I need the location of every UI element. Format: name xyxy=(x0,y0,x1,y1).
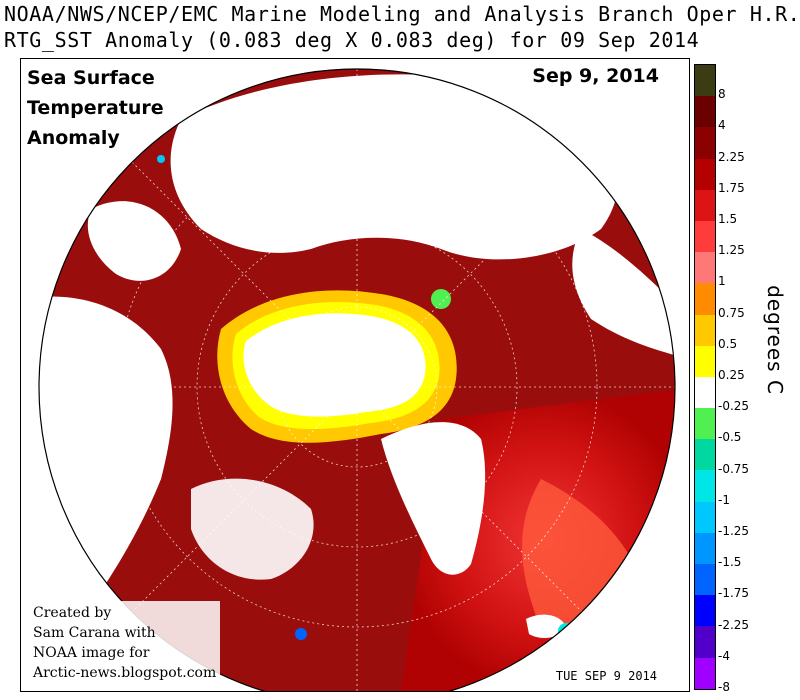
legend-tick-label: -0.5 xyxy=(718,430,742,445)
legend-swatch xyxy=(695,158,715,190)
legend-swatch xyxy=(695,127,715,159)
map-title-line: Temperature xyxy=(27,97,164,119)
map-disc-outline xyxy=(38,68,676,691)
legend-tick-label: -1.25 xyxy=(718,524,750,538)
legend-tick-label: 0.25 xyxy=(718,368,745,382)
image-credit: Created by Sam Carana with NOAA image fo… xyxy=(29,601,221,685)
legend-tick-label: 1.75 xyxy=(718,180,745,195)
header-title: NOAA/NWS/NCEP/EMC Marine Modeling and An… xyxy=(4,2,800,26)
legend-tick-label: 2.25 xyxy=(718,149,745,164)
legend-swatch xyxy=(695,657,715,689)
legend-swatch xyxy=(695,470,715,502)
iceland-landmass xyxy=(526,614,566,639)
legend-swatch xyxy=(695,408,715,440)
canadian-archipelago xyxy=(191,478,314,580)
cold-anomaly-patch xyxy=(295,628,307,640)
legend-swatch xyxy=(695,376,715,409)
legend-swatch xyxy=(695,314,715,346)
legend-swatch xyxy=(695,252,715,284)
map-title-line: Sea Surface xyxy=(27,67,155,89)
legend-swatch xyxy=(695,439,715,471)
legend-tick-label: -2.25 xyxy=(718,617,750,632)
legend-swatch xyxy=(695,220,715,253)
legend-tick-label: -0.75 xyxy=(718,461,750,476)
alaska-peninsula xyxy=(87,201,181,281)
legend-tick-label: -1 xyxy=(718,492,730,507)
scandinavia-landmass xyxy=(572,229,675,359)
header-subtitle: RTG_SST Anomaly (0.083 deg X 0.083 deg) … xyxy=(4,28,700,52)
legend-swatch xyxy=(695,283,715,315)
credit-line: Sam Carana with xyxy=(33,625,156,641)
date-stamp: TUE SEP 9 2014 xyxy=(553,669,659,683)
legend-unit-label: degrees C xyxy=(755,275,795,405)
credit-line: Arctic-news.blogspot.com xyxy=(33,665,217,681)
cold-anomaly-patch xyxy=(431,289,451,309)
legend-tick-label: -4 xyxy=(718,648,730,663)
map-title: Sea Surface Temperature Anomaly xyxy=(27,63,164,153)
legend-tick-label: 1 xyxy=(718,274,726,289)
legend-swatch xyxy=(695,189,715,221)
legend-tick-label: -1.5 xyxy=(718,555,742,570)
cold-anomaly-patch xyxy=(157,155,165,163)
legend-tick-label: 1.25 xyxy=(718,243,745,258)
greenland-landmass xyxy=(381,422,486,575)
polar-map-panel: Sea Surface Temperature Anomaly Sep 9, 2… xyxy=(20,58,690,692)
legend-tick-label: 1.5 xyxy=(718,212,738,226)
map-title-line: Anomaly xyxy=(27,127,120,149)
map-date-label: Sep 9, 2014 xyxy=(532,65,659,87)
eurasia-landmass xyxy=(170,74,619,260)
legend-swatch xyxy=(695,96,715,128)
legend-swatch xyxy=(695,65,715,97)
credit-line: NOAA image for xyxy=(33,645,150,661)
legend-tick-label: -0.25 xyxy=(718,399,750,414)
legend-swatch xyxy=(695,564,715,596)
legend-swatch xyxy=(695,501,715,533)
legend-tick-label: -8 xyxy=(718,680,730,694)
legend-tick-label: -1.75 xyxy=(718,586,750,601)
graticule-lines xyxy=(39,69,675,691)
legend-swatch xyxy=(695,626,715,658)
legend-unit-text: degrees C xyxy=(763,285,787,395)
legend-swatch xyxy=(695,532,715,564)
sst-anomaly-map xyxy=(38,68,676,691)
legend-swatch xyxy=(695,595,715,627)
legend-tick-label: 0.75 xyxy=(718,305,745,320)
legend-tick-label: 8 xyxy=(718,87,726,102)
legend-tick-label: 4 xyxy=(718,118,726,133)
legend-tick-label: 0.5 xyxy=(718,336,738,351)
legend-swatch xyxy=(695,345,715,377)
color-scale-legend xyxy=(694,64,716,690)
credit-line: Created by xyxy=(33,605,112,621)
